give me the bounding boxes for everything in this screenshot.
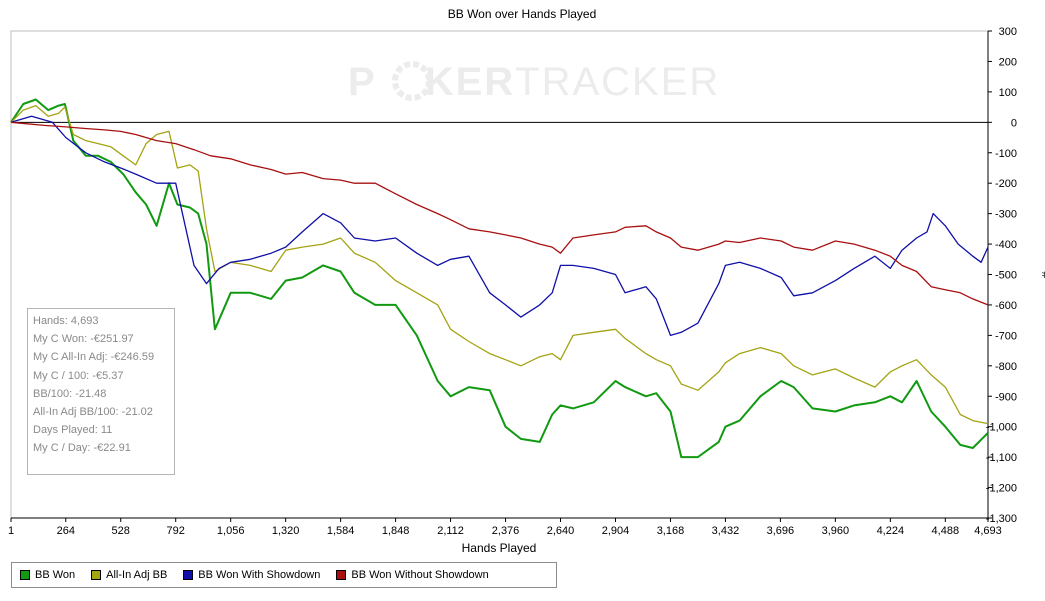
y-tick-label: -200 <box>995 178 1017 190</box>
x-tick-label: 2,376 <box>492 525 520 537</box>
x-tick-label: 2,112 <box>437 525 464 537</box>
x-tick-label: 3,960 <box>822 525 850 537</box>
legend-item-bb-won[interactable]: BB Won <box>20 569 75 581</box>
series-line-bb-won <box>10 98 989 459</box>
y-tick-label: -500 <box>995 270 1017 282</box>
legend-swatch-bb-won-without-showdown <box>336 570 347 580</box>
y-tick-label: -900 <box>995 391 1017 403</box>
x-tick-label: 264 <box>57 525 75 537</box>
y-tick-label: -100 <box>995 148 1017 160</box>
x-tick-label: 1 <box>8 525 14 537</box>
y-axis-label: # <box>1039 272 1045 279</box>
legend-label: All-In Adj BB <box>106 569 168 581</box>
y-tick-label: -1,100 <box>986 452 1017 464</box>
y-tick-label: -600 <box>995 300 1017 312</box>
x-tick-label: 792 <box>167 525 185 537</box>
x-tick-label: 3,432 <box>712 525 740 537</box>
y-tick-label: 0 <box>1011 117 1017 129</box>
stat-my-c-won: My C Won: -€251.97 <box>33 333 134 346</box>
watermark-letters-ker: KER <box>425 60 515 104</box>
x-tick-label: 2,640 <box>547 525 575 537</box>
x-tick-label: 3,168 <box>657 525 685 537</box>
x-tick-label: 1,584 <box>327 525 355 537</box>
stat-my-c-per-day: My C / Day: -€22.91 <box>33 442 131 455</box>
y-tick-label: -700 <box>995 330 1017 342</box>
legend-label: BB Won With Showdown <box>198 569 321 581</box>
chart-legend: BB Won All-In Adj BB BB Won With Showdow… <box>11 562 557 588</box>
legend-item-bb-won-with-showdown[interactable]: BB Won With Showdown <box>183 569 320 581</box>
legend-label: BB Won Without Showdown <box>351 569 489 581</box>
y-tick-label: 300 <box>999 26 1017 38</box>
series-line-all-in-adj-bb <box>10 104 989 425</box>
x-axis-label: Hands Played <box>462 541 537 555</box>
x-tick-label: 3,696 <box>767 525 795 537</box>
stat-hands: Hands: 4,693 <box>33 315 99 327</box>
legend-label: BB Won <box>35 569 76 581</box>
legend-item-all-in-adj-bb[interactable]: All-In Adj BB <box>91 569 167 581</box>
legend-item-bb-won-without-showdown[interactable]: BB Won Without Showdown <box>336 569 489 581</box>
x-tick-label: 1,320 <box>272 525 300 537</box>
x-tick-label: 1,848 <box>382 525 410 537</box>
y-tick-label: -400 <box>995 239 1017 251</box>
x-tick-label: 4,224 <box>877 525 905 537</box>
series-lines <box>10 98 989 459</box>
x-axis-ticks: 1 264 528 792 1,056 1,320 1,584 1,848 2,112 2,376… <box>8 518 1002 537</box>
stat-bb-per-100: BB/100: -21.48 <box>33 387 107 400</box>
poker-chip-icon <box>392 61 432 101</box>
y-tick-label: -300 <box>995 209 1017 221</box>
y-tick-label: -1,300 <box>986 513 1017 525</box>
series-line-bb-won-without-showdown <box>10 121 989 306</box>
series-line-bb-won-with-showdown <box>10 115 989 337</box>
legend-swatch-bb-won <box>20 570 30 580</box>
y-tick-label: 100 <box>999 87 1017 99</box>
y-axis-ticks: 300 200 100 0 -100 -200 -300 -400 -500 -600 -700 -8… <box>986 26 1017 525</box>
x-tick-label: 528 <box>112 525 130 537</box>
x-tick-label: 1,056 <box>217 525 245 537</box>
y-tick-label: -800 <box>995 361 1017 373</box>
stat-all-in-adj: My C All-In Adj: -€246.59 <box>33 351 155 364</box>
watermark-letters-tracker: TRACKER <box>515 60 720 104</box>
stat-all-in-adj-bb-per-100: All-In Adj BB/100: -21.02 <box>33 406 153 419</box>
legend-swatch-all-in-adj-bb <box>91 570 102 580</box>
x-tick-label: 4,693 <box>974 525 1002 537</box>
stat-my-c-per-100: My C / 100: -€5.37 <box>33 369 124 382</box>
y-tick-label: 200 <box>999 56 1017 68</box>
x-tick-label: 2,904 <box>602 525 630 537</box>
legend-swatch-bb-won-with-showdown <box>183 570 194 580</box>
pokertracker-watermark-logo: P KERTRACKER <box>348 60 720 104</box>
y-tick-label: -1,200 <box>986 483 1017 495</box>
watermark-letter-p: P <box>348 60 377 104</box>
x-tick-label: 4,488 <box>932 525 960 537</box>
stat-days-played: Days Played: 11 <box>33 424 113 437</box>
chart-title: BB Won over Hands Played <box>448 7 597 21</box>
y-tick-label: -1,000 <box>986 422 1017 434</box>
summary-stats-box: Hands: 4,693 My C Won: -€251.97 My C All… <box>27 308 175 475</box>
